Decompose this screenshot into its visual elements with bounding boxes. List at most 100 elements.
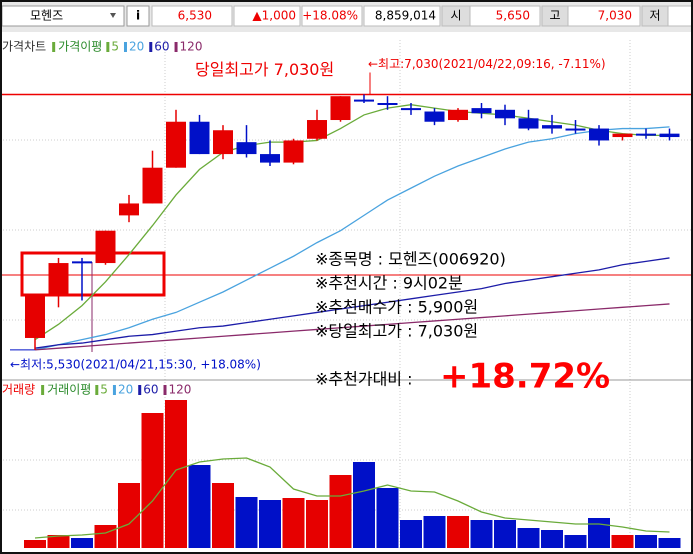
candle-body [119, 203, 139, 216]
dropdown-arrow[interactable] [110, 13, 116, 18]
legend-entry: 60 [143, 383, 158, 397]
low-box [667, 5, 693, 27]
volume: 8,859,014 [375, 9, 436, 23]
volume-bar [353, 462, 375, 548]
info-line: ※당일최고가 : 7,030원 [315, 322, 478, 341]
candle-body [166, 121, 186, 168]
candle-body [283, 140, 304, 163]
candle-body [377, 103, 398, 105]
open-box [469, 5, 541, 27]
candle-body [189, 121, 210, 155]
volume-bar [376, 488, 399, 548]
volume-bar [611, 535, 634, 548]
volume-bar [470, 520, 493, 548]
legend-swatch [52, 42, 56, 52]
info-button[interactable] [126, 5, 150, 27]
candle-body [589, 128, 609, 141]
candle-body [448, 109, 468, 121]
legend-swatch [138, 385, 142, 395]
moving-average [34, 126, 670, 351]
legend-title: 거래량 [2, 383, 35, 397]
candle-body [330, 96, 351, 121]
volume-bar [165, 400, 187, 548]
legend-swatch [174, 42, 178, 52]
candle-body [518, 118, 539, 129]
price-box [151, 5, 233, 27]
volume-bar [635, 535, 657, 548]
legend-swatch [163, 385, 167, 395]
moving-average [34, 303, 670, 351]
volume-bar [282, 498, 305, 548]
moving-average [34, 104, 670, 341]
low-label: 저 [649, 9, 660, 23]
candle-body [48, 263, 69, 294]
volume-bar [658, 538, 681, 548]
volume-bar [447, 516, 469, 548]
plot: 가격차트 가격이평 5 20 60 120 당일최고가 7,030원 ←최고:7,030(20… [0, 40, 693, 548]
volume-bar [47, 535, 70, 548]
candle-body [495, 109, 515, 119]
candle-body [213, 130, 233, 155]
candle-body [565, 128, 586, 131]
volume-bar [118, 483, 140, 548]
legend-swatch [106, 42, 110, 52]
info-box: ※종목명 : 모헨즈(006920) ※추천시간 : 9시02분 ※추천매수가 … [315, 250, 610, 397]
legend-ma-title: 거래이평 [47, 383, 91, 397]
volume-bar [71, 538, 93, 548]
legend-swatch [112, 385, 116, 395]
stock-name: 모헨즈 [30, 9, 63, 23]
volume-bar [564, 535, 587, 548]
volume-bar [259, 500, 281, 548]
legend-entry: 60 [154, 40, 169, 54]
volume-bar [212, 483, 234, 548]
candle-body [142, 167, 163, 204]
open-label: 시 [450, 9, 461, 23]
candle-body [25, 293, 45, 338]
candle-body [95, 230, 116, 264]
candle-body [471, 108, 492, 114]
volume-bar [400, 520, 422, 548]
candle-body [307, 120, 327, 139]
legend-entry: 120 [180, 40, 203, 54]
candle-body [424, 111, 445, 122]
candle-body [260, 154, 280, 163]
change-box [233, 5, 301, 27]
legend-swatch [123, 42, 127, 52]
legend-entry: 20 [118, 383, 133, 397]
volume-bar [517, 528, 540, 548]
change: ▲1,000 [252, 9, 296, 23]
moving-average [34, 257, 670, 349]
high-label: 고 [549, 9, 560, 23]
gain: +18.72% [440, 357, 610, 397]
volume-box [363, 5, 441, 27]
volume-bar [235, 497, 258, 548]
candle-body [354, 99, 374, 102]
rate-box [301, 5, 363, 27]
volume-bar [141, 413, 164, 548]
legend-title: 가격차트 [2, 40, 46, 54]
high-note: 당일최고가 7,030원 [195, 60, 334, 79]
legend-entry: 5 [100, 383, 108, 397]
legend-swatch [41, 385, 45, 395]
high-label: ←최고:7,030(2021/04/22,09:16, -7.11%) [368, 57, 606, 71]
candle-body [542, 125, 562, 129]
legend-entry: 120 [169, 383, 192, 397]
high: 7,030 [598, 9, 632, 23]
volume-bar [94, 525, 117, 548]
volume-bar [494, 520, 516, 548]
legend-swatch [149, 42, 153, 52]
info-line: ※종목명 : 모헨즈(006920) [315, 250, 506, 269]
volume-bar [329, 475, 352, 548]
high-box [567, 5, 641, 27]
info-text: i [136, 9, 140, 23]
volume-bar [541, 530, 563, 548]
legend-entry: 5 [111, 40, 119, 54]
volume-bar [588, 518, 610, 548]
candle-body [72, 261, 92, 264]
info-line: ※추천시간 : 9시02분 [315, 274, 463, 293]
legend-swatch [95, 385, 99, 395]
